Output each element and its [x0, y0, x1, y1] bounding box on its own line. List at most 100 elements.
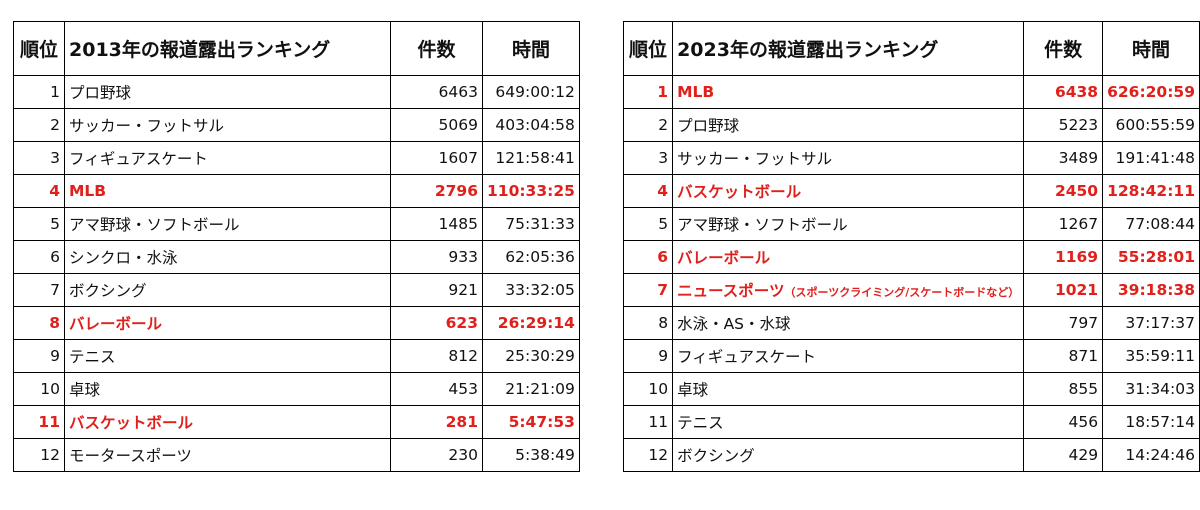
sport-cell: ボクシング [672, 438, 1025, 472]
table-title: 2023年の報道露出ランキング [672, 21, 1025, 76]
sport-name: サッカー・フットサル [677, 150, 833, 168]
sport-cell: バスケットボール [64, 405, 391, 439]
sport-name: ニュースポーツ [677, 282, 785, 300]
count-cell: 797 [1023, 306, 1104, 340]
time-cell: 25:30:29 [482, 339, 580, 373]
sport-cell: MLB [64, 174, 391, 208]
table-body: 1 MLB 6438 626:20:59 2 プロ野球 5223 600:55:59 3 サッカー… [622, 75, 1200, 472]
sport-name: バレーボール [677, 249, 771, 267]
sport-name: プロ野球 [69, 84, 132, 102]
table-row: 12 ボクシング 429 14:24:46 [622, 438, 1200, 472]
sport-name: 卓球 [677, 381, 709, 399]
sport-name: ボクシング [677, 447, 755, 465]
time-cell: 21:21:09 [482, 372, 580, 406]
time-cell: 110:33:25 [482, 174, 580, 208]
time-cell: 39:18:38 [1102, 273, 1200, 307]
sport-name: モータースポーツ [69, 447, 192, 465]
sport-cell: サッカー・フットサル [672, 141, 1025, 175]
count-cell: 1267 [1023, 207, 1104, 241]
table-row: 4 MLB 2796 110:33:25 [13, 174, 580, 208]
table-row: 3 サッカー・フットサル 3489 191:41:48 [622, 141, 1200, 175]
rank-cell: 12 [622, 438, 674, 472]
rank-cell: 10 [13, 372, 65, 406]
time-cell: 121:58:41 [482, 141, 580, 175]
time-cell: 5:47:53 [482, 405, 580, 439]
table-row: 6 バレーボール 1169 55:28:01 [622, 240, 1200, 274]
sport-cell: ニュースポーツ（スポーツクライミング/スケートボードなど） [672, 273, 1025, 307]
sport-name: MLB [69, 182, 107, 200]
sport-name: フィギュアスケート [69, 150, 208, 168]
rank-header: 順位 [622, 21, 674, 76]
table-row: 10 卓球 855 31:34:03 [622, 372, 1200, 406]
count-cell: 453 [390, 372, 483, 406]
rank-cell: 3 [622, 141, 674, 175]
table-row: 11 テニス 456 18:57:14 [622, 405, 1200, 439]
sport-cell: モータースポーツ [64, 438, 391, 472]
table-row: 3 フィギュアスケート 1607 121:58:41 [13, 141, 580, 175]
sport-name: テニス [677, 414, 724, 432]
time-cell: 62:05:36 [482, 240, 580, 274]
time-cell: 18:57:14 [1102, 405, 1200, 439]
rank-cell: 6 [13, 240, 65, 274]
time-cell: 31:34:03 [1102, 372, 1200, 406]
sport-name: テニス [69, 348, 116, 366]
rank-cell: 9 [13, 339, 65, 373]
sport-name: プロ野球 [677, 117, 740, 135]
count-cell: 1021 [1023, 273, 1104, 307]
table-row: 12 モータースポーツ 230 5:38:49 [13, 438, 580, 472]
rank-cell: 8 [13, 306, 65, 340]
count-cell: 855 [1023, 372, 1104, 406]
rank-cell: 2 [622, 108, 674, 142]
sport-cell: 卓球 [672, 372, 1025, 406]
sport-cell: シンクロ・水泳 [64, 240, 391, 274]
count-cell: 921 [390, 273, 483, 307]
sport-cell: テニス [64, 339, 391, 373]
sport-name: アマ野球・ソフトボール [677, 216, 848, 234]
sport-name: ボクシング [69, 282, 147, 300]
sport-cell: MLB [672, 75, 1025, 109]
sport-cell: フィギュアスケート [64, 141, 391, 175]
table-header-row: 順位 2013年の報道露出ランキング 件数 時間 [13, 21, 580, 76]
sport-name: バレーボール [69, 315, 163, 333]
rank-cell: 12 [13, 438, 65, 472]
rank-cell: 1 [622, 75, 674, 109]
count-cell: 623 [390, 306, 483, 340]
time-cell: 14:24:46 [1102, 438, 1200, 472]
sport-name: MLB [677, 83, 715, 101]
sport-cell: フィギュアスケート [672, 339, 1025, 373]
table-row: 1 MLB 6438 626:20:59 [622, 75, 1200, 109]
rank-cell: 11 [13, 405, 65, 439]
sport-cell: ボクシング [64, 273, 391, 307]
sport-cell: 水泳・AS・水球 [672, 306, 1025, 340]
rank-cell: 4 [13, 174, 65, 208]
count-cell: 1607 [390, 141, 483, 175]
rank-cell: 5 [622, 207, 674, 241]
count-cell: 5223 [1023, 108, 1104, 142]
count-cell: 429 [1023, 438, 1104, 472]
sport-cell: バレーボール [64, 306, 391, 340]
rank-cell: 3 [13, 141, 65, 175]
count-cell: 1169 [1023, 240, 1104, 274]
table-row: 4 バスケットボール 2450 128:42:11 [622, 174, 1200, 208]
time-cell: 600:55:59 [1102, 108, 1200, 142]
sport-cell: バレーボール [672, 240, 1025, 274]
ranking-table-2013: 順位 2013年の報道露出ランキング 件数 時間 1 プロ野球 6463 649:00… [13, 21, 580, 472]
table-row: 2 サッカー・フットサル 5069 403:04:58 [13, 108, 580, 142]
rank-cell: 7 [622, 273, 674, 307]
table-row: 6 シンクロ・水泳 933 62:05:36 [13, 240, 580, 274]
rank-cell: 5 [13, 207, 65, 241]
time-cell: 35:59:11 [1102, 339, 1200, 373]
sport-name: サッカー・フットサル [69, 117, 225, 135]
time-cell: 77:08:44 [1102, 207, 1200, 241]
rank-cell: 1 [13, 75, 65, 109]
rank-cell: 7 [13, 273, 65, 307]
sport-cell: バスケットボール [672, 174, 1025, 208]
rank-header: 順位 [13, 21, 65, 76]
sport-cell: テニス [672, 405, 1025, 439]
table-row: 8 水泳・AS・水球 797 37:17:37 [622, 306, 1200, 340]
table-row: 11 バスケットボール 281 5:47:53 [13, 405, 580, 439]
count-cell: 230 [390, 438, 483, 472]
rank-cell: 6 [622, 240, 674, 274]
sport-note: （スポーツクライミング/スケートボードなど） [784, 286, 1020, 299]
count-header: 件数 [1023, 21, 1104, 76]
